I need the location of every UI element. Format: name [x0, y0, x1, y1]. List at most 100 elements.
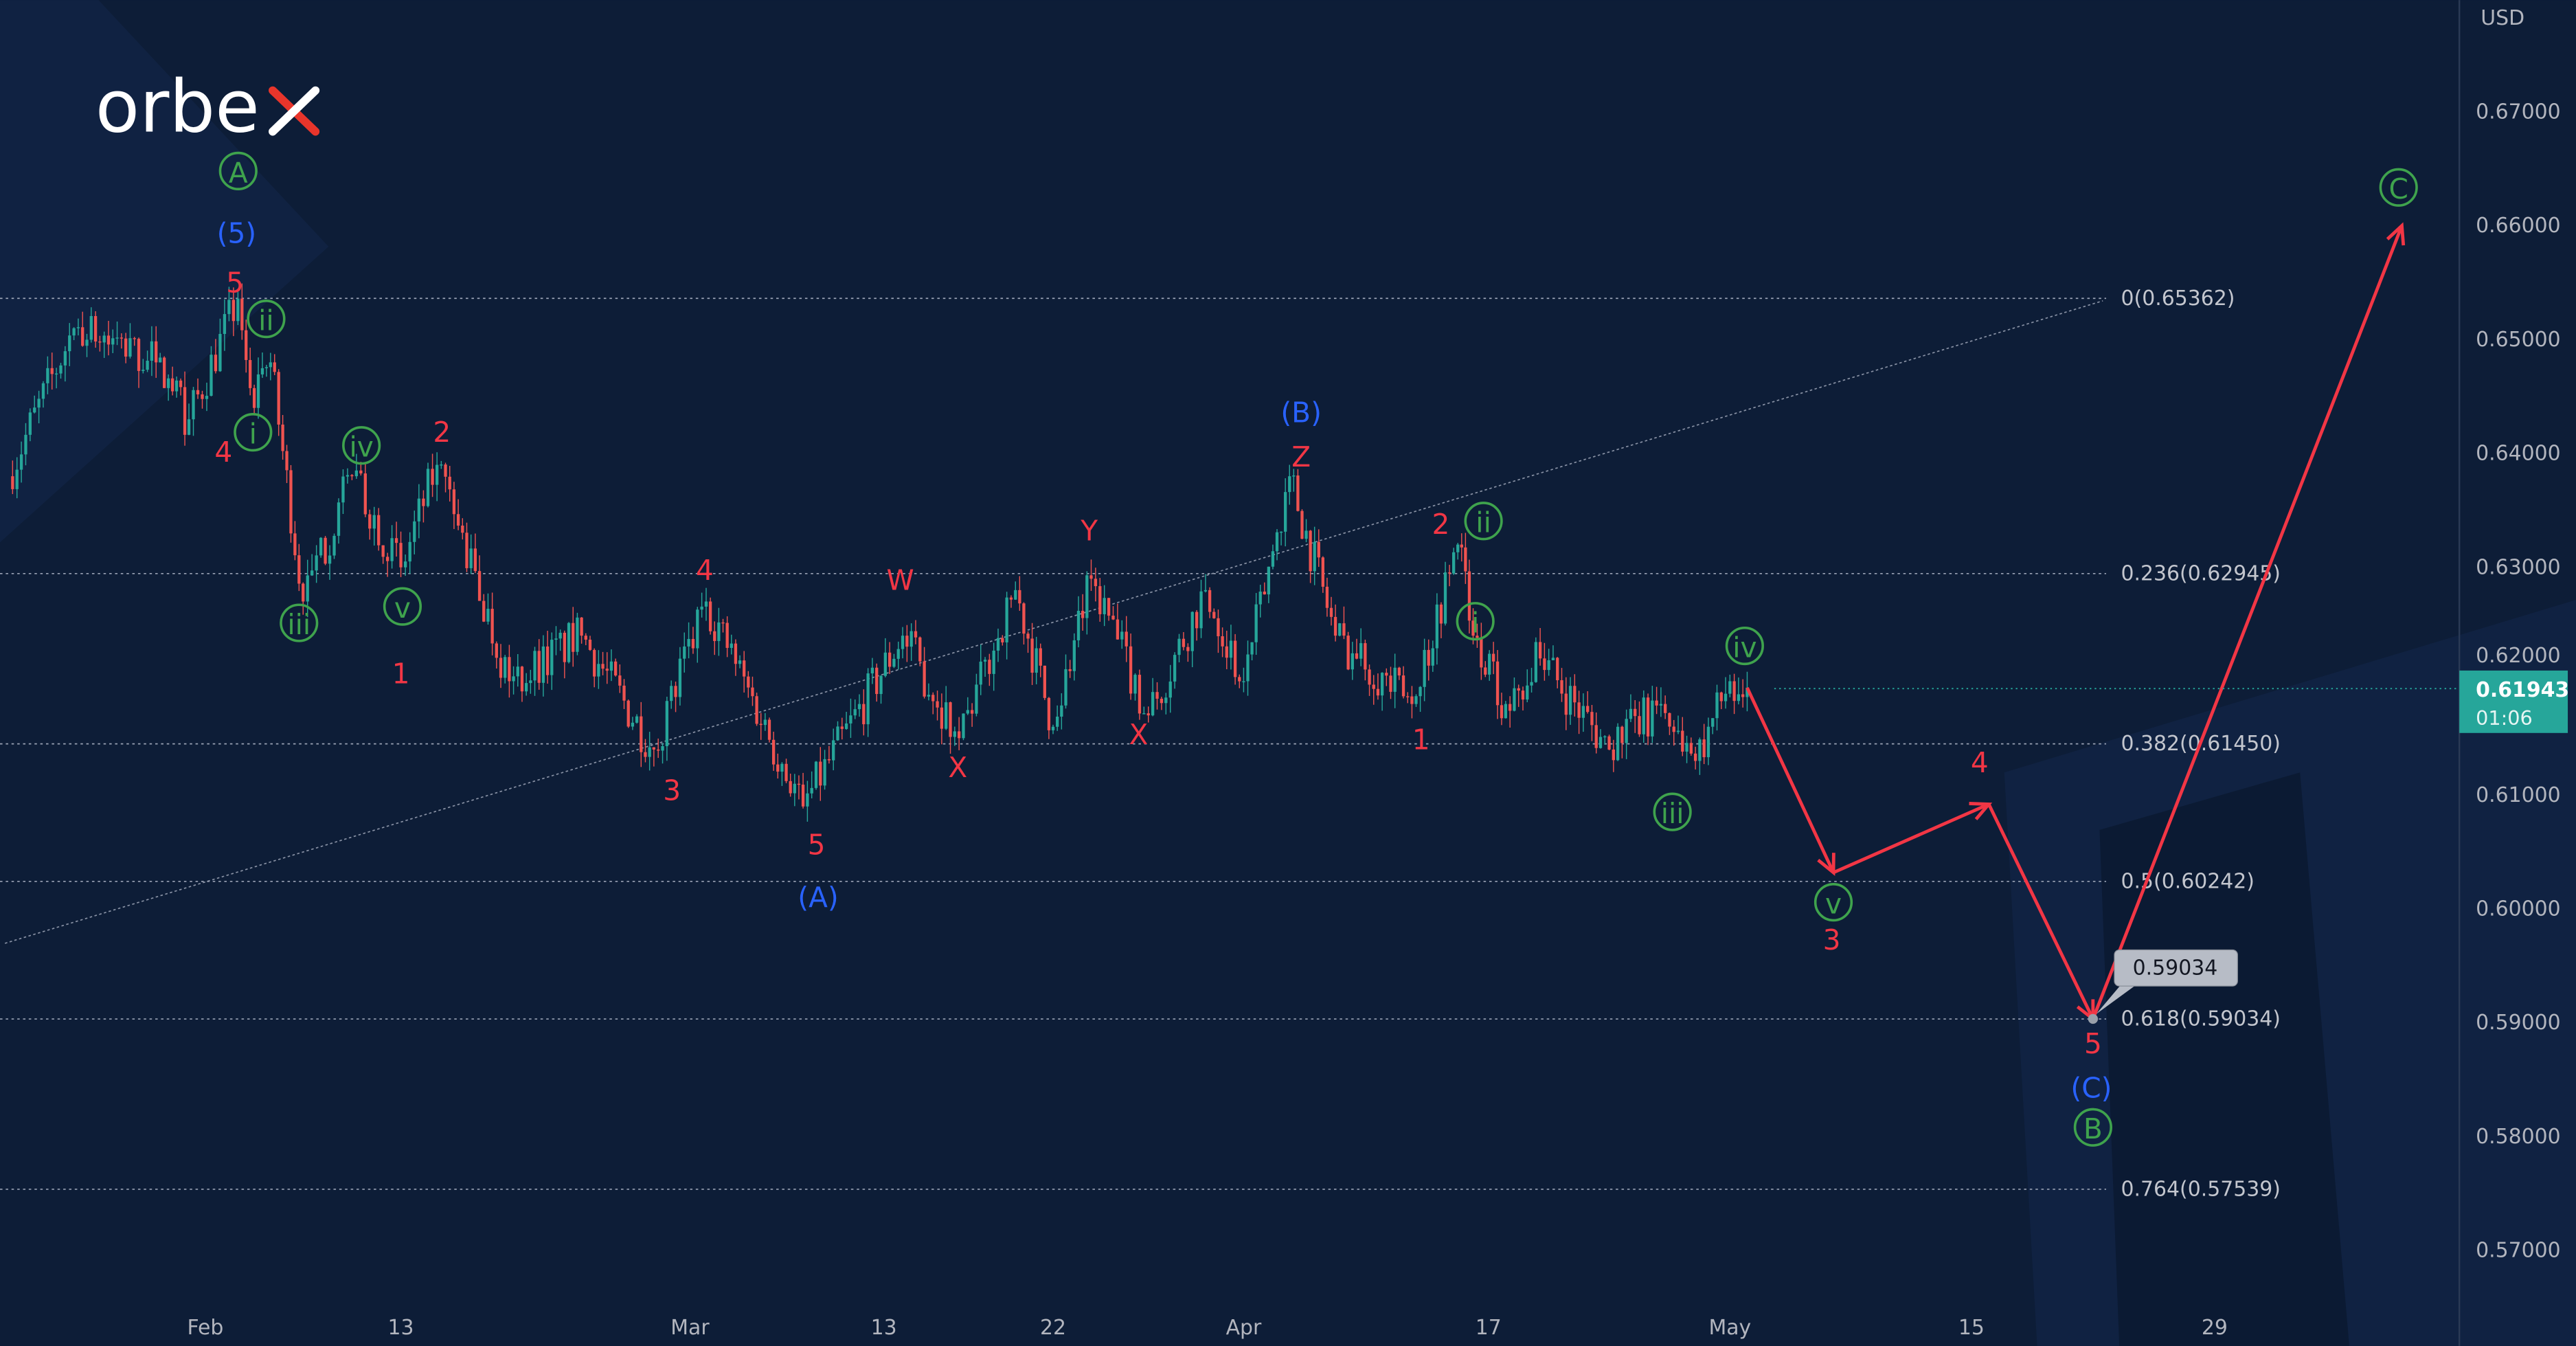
candle-body — [183, 387, 187, 435]
candle-body — [584, 636, 587, 640]
candle — [1125, 616, 1128, 662]
candle-body — [1068, 669, 1072, 671]
wave-circle-icon — [280, 603, 319, 642]
candle-body — [1456, 544, 1460, 552]
candle — [1018, 576, 1021, 612]
candle — [1225, 630, 1228, 670]
candle-body — [550, 640, 554, 675]
candle — [297, 543, 301, 592]
candle — [870, 658, 874, 684]
candle — [1246, 640, 1250, 696]
candle-body — [1385, 673, 1388, 676]
candle — [1317, 529, 1320, 568]
candle-body — [1103, 598, 1106, 614]
candle — [751, 676, 754, 706]
orbex-logo: orbe — [95, 64, 320, 148]
candle-body — [512, 676, 515, 682]
candle-body — [879, 675, 883, 695]
candle-body — [273, 362, 276, 372]
candle-body — [1014, 590, 1017, 600]
projection-path[interactable] — [1745, 222, 2406, 1022]
candle-body — [133, 338, 136, 339]
wave-label: 3 — [1823, 923, 1841, 956]
candle — [1292, 469, 1296, 492]
candle-body — [98, 341, 102, 343]
wave-label: 4 — [1971, 746, 1989, 779]
candle-body — [142, 370, 145, 371]
candle-body — [1338, 623, 1342, 636]
candle-body — [1064, 669, 1067, 706]
candle — [252, 384, 256, 414]
fibonacci-levels[interactable]: 0(0.65362)0.236(0.62945)0.382(0.61450)0.… — [0, 287, 2281, 1202]
candle-body — [372, 515, 376, 529]
candle-body — [836, 726, 839, 741]
candle — [1719, 691, 1723, 710]
candle — [469, 534, 473, 574]
candle — [554, 626, 558, 655]
candle — [1681, 717, 1684, 756]
candle — [1517, 684, 1520, 707]
candle-body — [1586, 706, 1590, 713]
candle — [1423, 638, 1426, 702]
candle-body — [1190, 612, 1194, 651]
candle-body — [927, 695, 931, 697]
candle-body — [377, 515, 381, 546]
wave-label: 4 — [696, 554, 714, 587]
candle — [1321, 556, 1324, 593]
candle-body — [341, 476, 345, 503]
candle-body — [1329, 607, 1333, 617]
candle — [1500, 693, 1504, 726]
candle-body — [1321, 557, 1324, 587]
candle — [1447, 565, 1451, 587]
candle-body — [1693, 753, 1697, 761]
candle-body — [1620, 726, 1624, 743]
candle-body — [918, 637, 922, 662]
candle — [1151, 677, 1155, 717]
candle — [465, 522, 468, 572]
candle-body — [1022, 603, 1026, 634]
candle-body — [840, 726, 844, 729]
candle — [1212, 608, 1216, 619]
wave-label: W — [886, 563, 914, 596]
candle — [408, 532, 411, 574]
candle-body — [346, 475, 350, 477]
time-tick-label: 29 — [2202, 1316, 2228, 1340]
candle — [1342, 606, 1346, 640]
candle — [678, 647, 682, 706]
candle — [866, 668, 870, 737]
time-axis[interactable]: Feb 13 Mar 13 22 Apr 17 May 15 29 — [187, 1316, 2227, 1340]
candle — [473, 533, 477, 574]
candle — [975, 673, 978, 717]
candle — [324, 536, 327, 565]
candle-body — [1598, 737, 1603, 748]
price-axis[interactable]: USD 0.67000 0.66000 0.65000 0.64000 0.63000 0… — [1774, 0, 2569, 1346]
candle — [19, 441, 23, 483]
wave-label: iv — [342, 426, 381, 465]
candle — [1288, 464, 1291, 505]
candle — [124, 333, 128, 363]
candle-body — [137, 339, 141, 371]
candle — [613, 658, 618, 677]
candle-body — [1333, 616, 1337, 636]
candle — [227, 287, 231, 322]
candle-body — [665, 701, 669, 746]
candle — [1401, 666, 1405, 699]
candle-body — [1246, 654, 1250, 682]
candle-body — [201, 394, 204, 399]
candle-body — [1372, 684, 1375, 689]
candle-body — [730, 643, 733, 648]
candle-body — [469, 548, 473, 568]
candle-body — [905, 636, 909, 647]
price-tick-label: 0.67000 — [2476, 100, 2561, 124]
candle — [495, 641, 498, 669]
fib-level-label: 0.5(0.60242) — [2121, 869, 2255, 893]
candle — [622, 679, 626, 709]
candle — [196, 378, 200, 399]
candle-body — [1439, 604, 1443, 624]
candle — [652, 747, 656, 767]
candle — [1351, 642, 1354, 680]
candle-body — [1072, 640, 1076, 671]
candle — [385, 552, 389, 577]
candle-body — [691, 638, 695, 649]
